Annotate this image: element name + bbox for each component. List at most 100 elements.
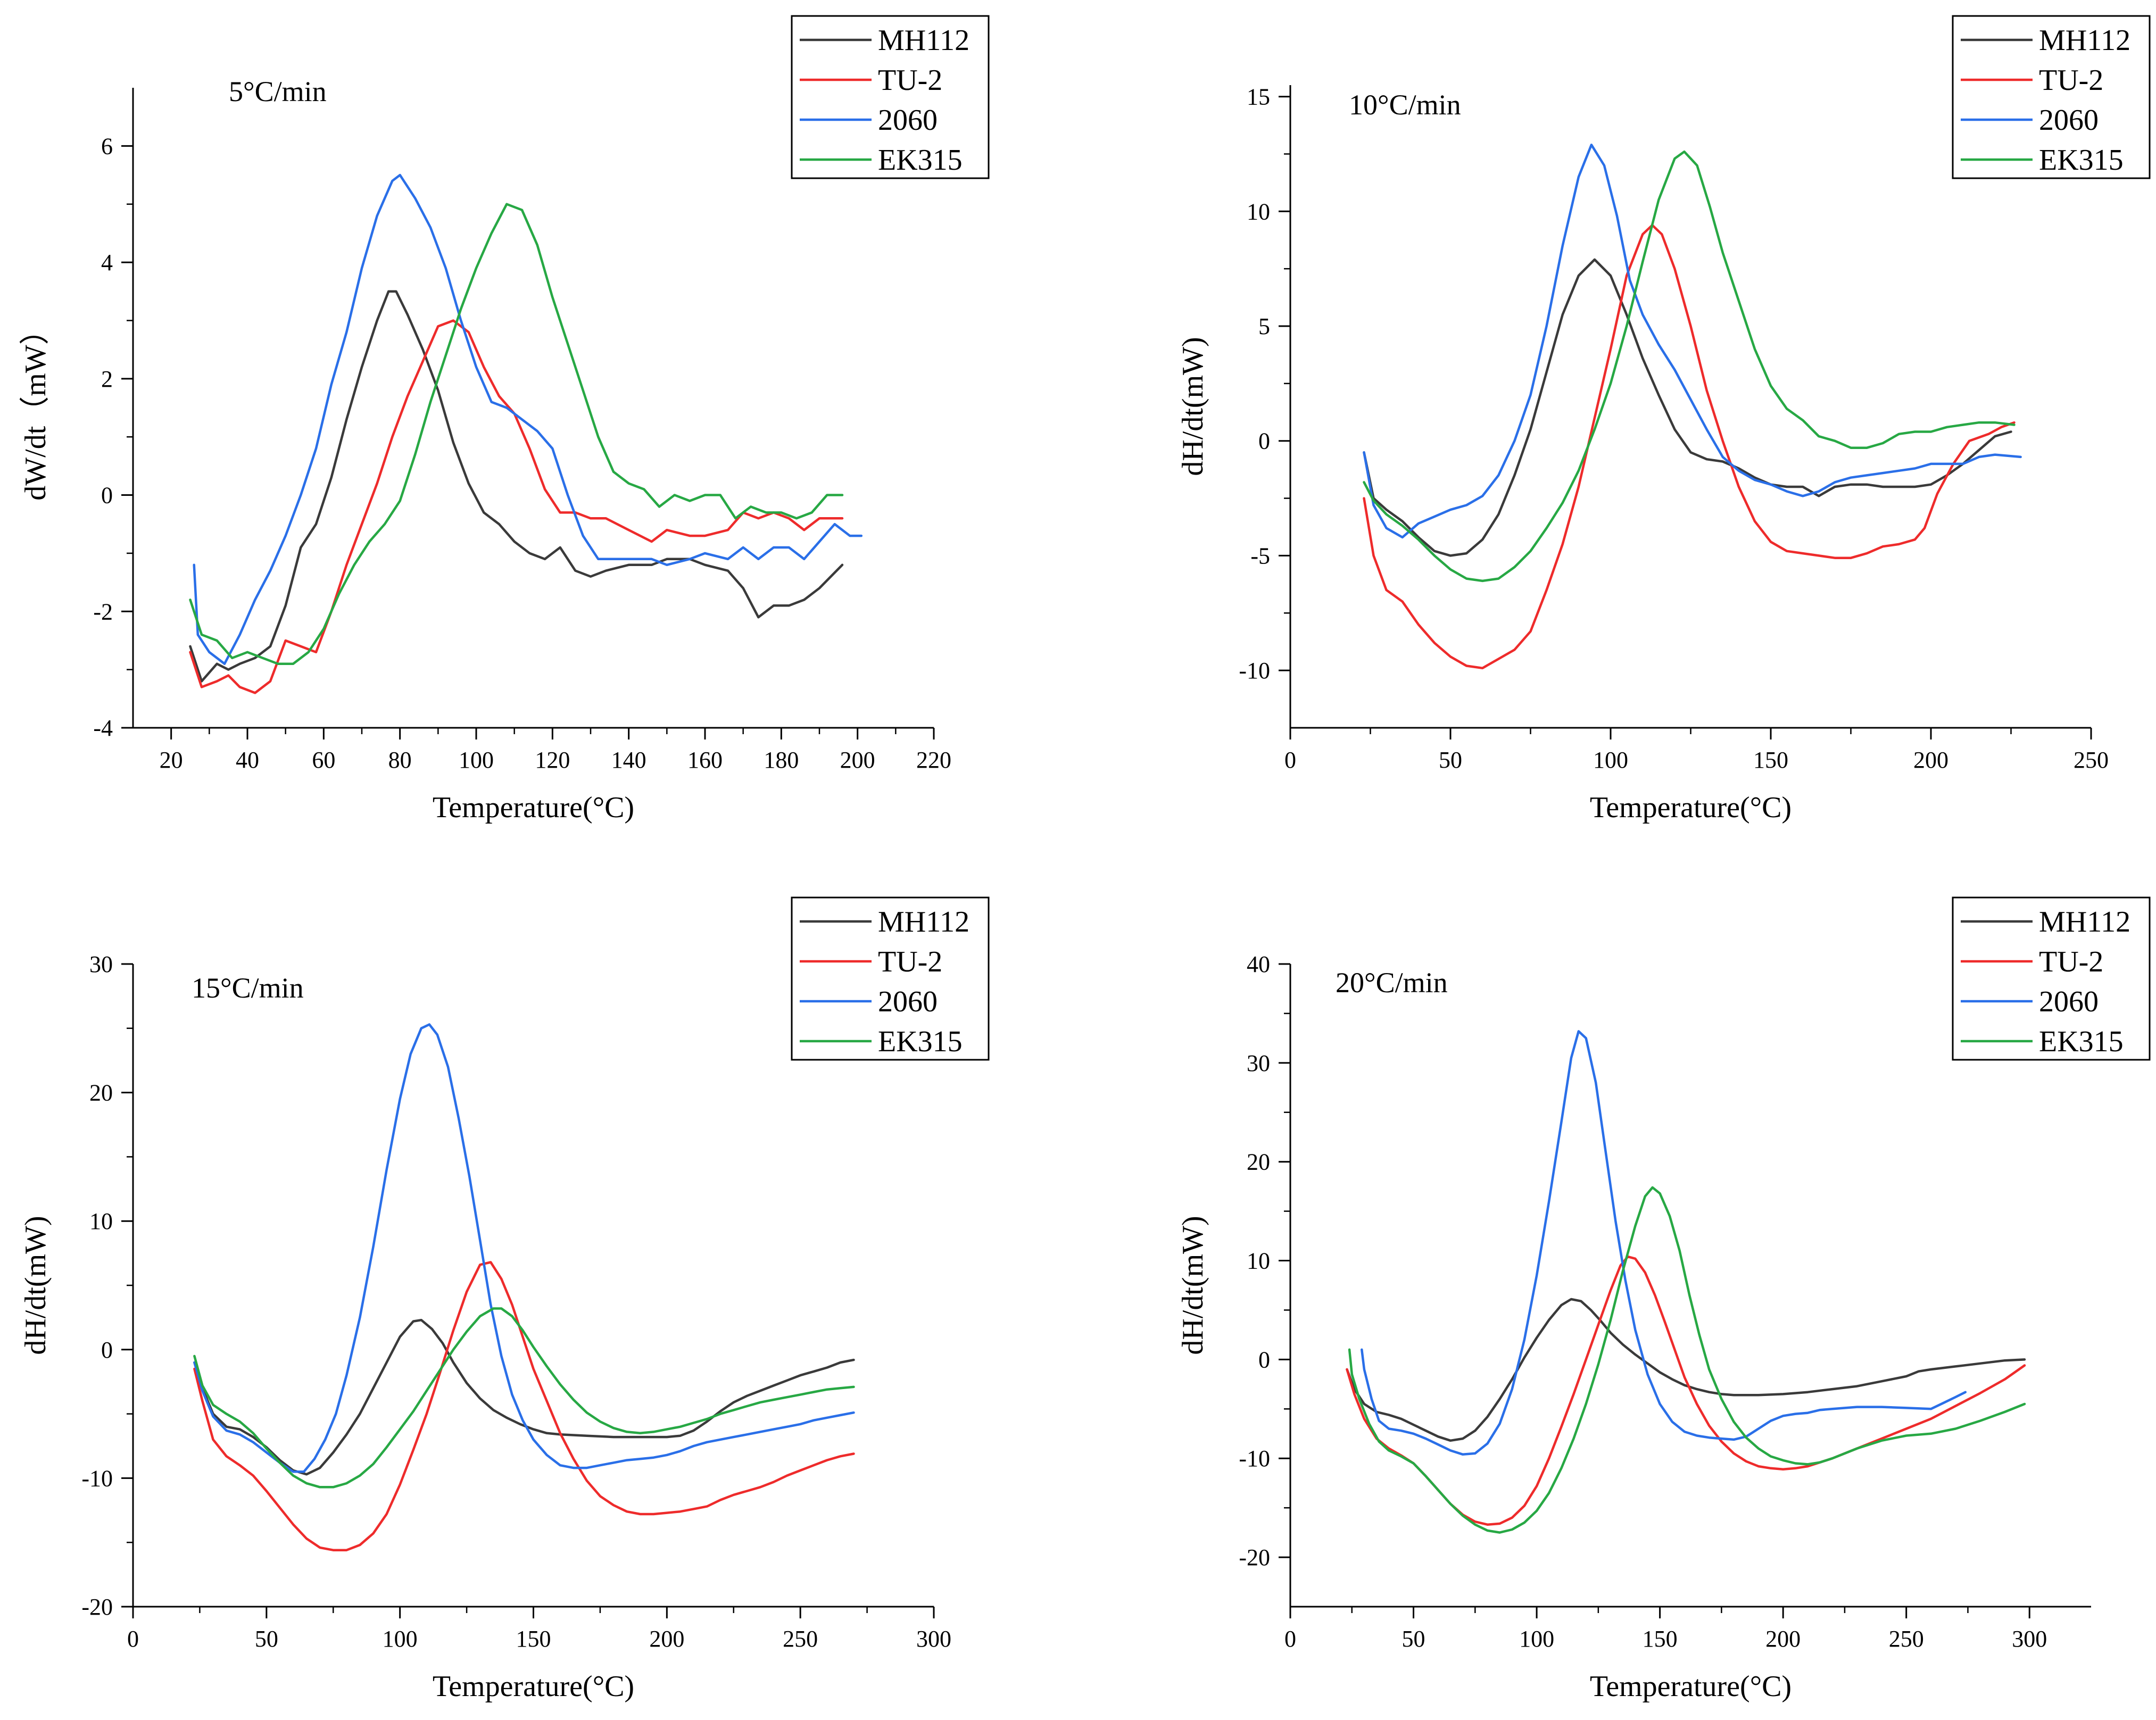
y-tick-label: 40 (1247, 951, 1270, 977)
legend-label: EK315 (878, 144, 963, 177)
legend-label: 2060 (878, 985, 938, 1018)
heating-rate-label: 10°C/min (1349, 89, 1461, 121)
legend-box (1952, 896, 2151, 1061)
legend-label: 2060 (878, 104, 938, 137)
y-tick-label: 0 (101, 483, 113, 509)
x-axis-title: Temperature(°C) (433, 1670, 634, 1703)
x-axis-title: Temperature(°C) (1590, 1670, 1792, 1703)
y-tick-label: -10 (1239, 658, 1270, 684)
x-tick-label: 200 (1913, 747, 1948, 773)
chart-panel-1: 20 40 60 80 100 120 140 160 180 200 220 -4 -2 0 2 4 6 Tem… (19, 15, 990, 824)
series-line-mh112 (1346, 1298, 2026, 1442)
heating-rate-label: 20°C/min (1336, 967, 1448, 999)
chart-grid: 20 40 60 80 100 120 140 160 180 200 220-4-20246Tem… (19, 15, 2151, 1703)
legend-box (791, 15, 990, 179)
legend-box (1952, 15, 2151, 179)
series-line-ek315 (189, 203, 844, 665)
series-line-2060 (1363, 143, 2022, 539)
x-tick-label: 220 (916, 747, 951, 773)
series-line-ek315 (1348, 1186, 2026, 1534)
y-axis-title: dW/dt（mW） (19, 315, 52, 500)
legend-label: 2060 (2039, 104, 2099, 137)
legend: MH112 TU-2 2060 EK315 (1952, 896, 2151, 1061)
series-line-tu-2 (193, 1261, 855, 1551)
chart-panel-3: 0 50 100 150 200 250 300 -20 -10 0 10 20 30 Temperatu… (19, 896, 990, 1703)
x-tick-label: 160 (687, 747, 723, 773)
x-tick-label: 150 (1643, 1626, 1678, 1652)
y-axis-title: dH/dt(mW) (19, 1216, 52, 1355)
series-line-2060 (1361, 1030, 1967, 1456)
x-tick-label: 80 (388, 747, 412, 773)
y-tick-label: 10 (89, 1208, 113, 1234)
legend: MH112 TU-2 2060 EK315 (791, 896, 990, 1061)
x-tick-label: 200 (1765, 1626, 1801, 1652)
y-tick-label: 5 (1258, 313, 1270, 339)
series-line-mh112 (193, 1318, 855, 1476)
y-tick-label: 20 (89, 1080, 113, 1106)
legend-label: MH112 (2039, 24, 2130, 57)
x-tick-label: 100 (1519, 1626, 1554, 1652)
y-tick-label: -20 (1239, 1544, 1270, 1571)
y-axis-title: dH/dt(mW) (1176, 337, 1209, 476)
x-tick-label: 250 (783, 1626, 818, 1652)
series-line-tu-2 (1346, 1255, 2026, 1526)
x-tick-label: 300 (2012, 1626, 2047, 1652)
legend-label: EK315 (2039, 1025, 2124, 1058)
x-tick-label: 60 (312, 747, 335, 773)
y-tick-label: 10 (1247, 198, 1270, 225)
legend-label: EK315 (878, 1025, 963, 1058)
x-tick-label: 150 (1753, 747, 1788, 773)
legend-label: TU-2 (2039, 64, 2103, 97)
y-tick-label: 0 (1258, 428, 1270, 454)
legend-label: TU-2 (2039, 945, 2103, 978)
x-tick-label: 180 (764, 747, 799, 773)
x-tick-label: 200 (840, 747, 875, 773)
legend-label: MH112 (878, 905, 969, 938)
x-tick-label: 200 (649, 1626, 684, 1652)
series-line-tu-2 (1363, 223, 2016, 670)
series-line-2060 (193, 1023, 855, 1473)
x-tick-label: 0 (127, 1626, 139, 1652)
y-tick-label: 15 (1247, 84, 1270, 110)
series-line-2060 (193, 173, 863, 665)
y-tick-label: 0 (101, 1337, 113, 1363)
chart-panel-2: 0 50 100 150 200 250 -10 -5 0 5 10 15 Temperature(°C… (1176, 15, 2151, 824)
legend-label: 2060 (2039, 985, 2099, 1018)
heating-rate-label: 5°C/min (229, 76, 327, 107)
x-axis-title: Temperature(°C) (1590, 791, 1792, 824)
y-tick-label: 30 (1247, 1050, 1270, 1076)
x-tick-label: 0 (1284, 747, 1296, 773)
x-tick-label: 250 (1889, 1626, 1924, 1652)
y-tick-label: -20 (81, 1594, 113, 1620)
y-tick-label: 0 (1258, 1347, 1270, 1373)
y-tick-label: -10 (1239, 1445, 1270, 1472)
series-line-ek315 (1363, 150, 2016, 583)
x-tick-label: 0 (1284, 1626, 1296, 1652)
series-line-ek315 (193, 1307, 855, 1489)
series-line-mh112 (1363, 258, 2012, 557)
legend-label: MH112 (878, 24, 969, 57)
x-tick-label: 40 (236, 747, 259, 773)
x-tick-label: 250 (2074, 747, 2109, 773)
legend-label: EK315 (2039, 144, 2124, 177)
y-tick-label: -2 (93, 599, 113, 625)
legend-label: TU-2 (878, 945, 942, 978)
y-tick-label: -5 (1250, 543, 1270, 569)
y-tick-label: 2 (101, 366, 113, 392)
y-tick-label: 6 (101, 133, 113, 159)
x-tick-label: 120 (535, 747, 570, 773)
x-tick-label: 50 (255, 1626, 278, 1652)
x-tick-label: 100 (459, 747, 494, 773)
x-tick-label: 300 (916, 1626, 951, 1652)
series-line-mh112 (189, 290, 844, 683)
x-tick-label: 140 (611, 747, 646, 773)
heating-rate-label: 15°C/min (192, 972, 304, 1004)
x-tick-label: 20 (160, 747, 183, 773)
x-tick-label: 100 (1593, 747, 1628, 773)
y-tick-label: 10 (1247, 1248, 1270, 1274)
x-tick-label: 100 (383, 1626, 418, 1652)
x-tick-label: 50 (1402, 1626, 1425, 1652)
y-axis-title: dH/dt(mW) (1176, 1216, 1209, 1355)
y-tick-label: -10 (81, 1465, 113, 1491)
